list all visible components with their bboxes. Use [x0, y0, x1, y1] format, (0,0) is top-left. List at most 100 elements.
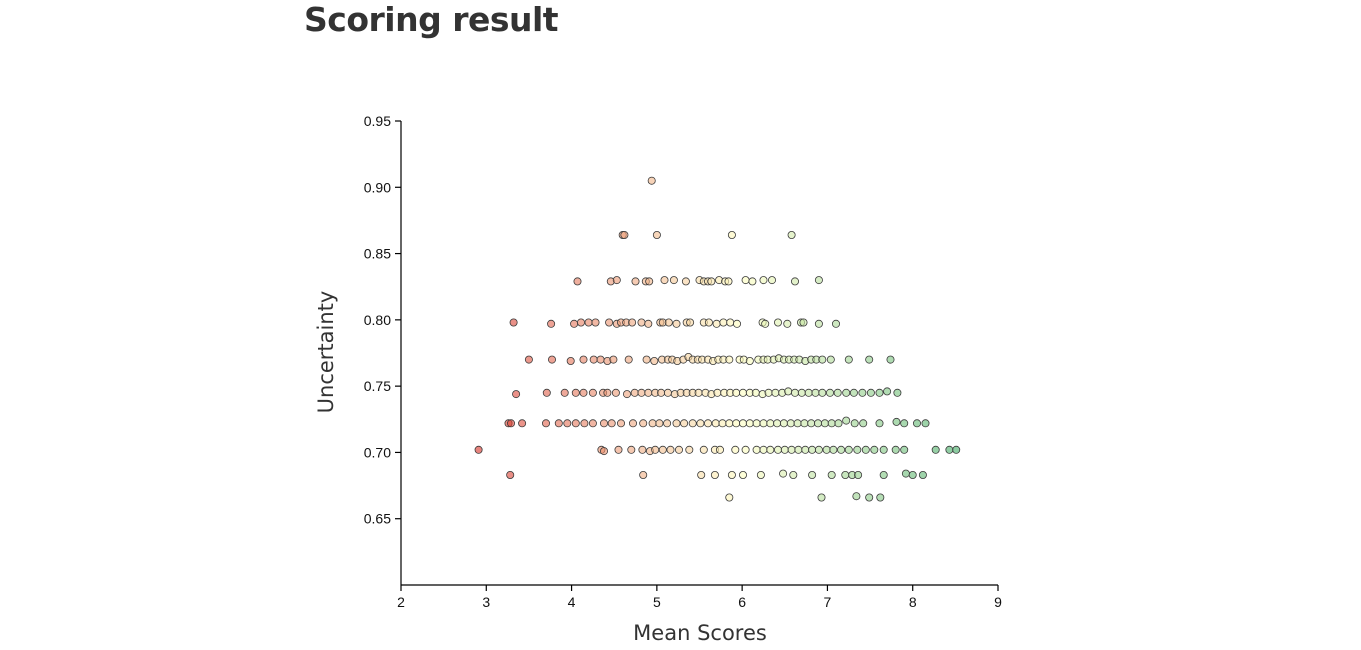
scatter-point	[642, 355, 651, 364]
scatter-point	[900, 419, 909, 428]
scatter-point	[570, 319, 579, 328]
scatter-point	[672, 419, 681, 428]
scatter-point	[644, 388, 653, 397]
scatter-point	[612, 276, 621, 285]
y-tick-label: 0.65	[364, 511, 391, 527]
scatter-point	[814, 445, 823, 454]
scatter-point	[614, 445, 623, 454]
scatter-point	[627, 445, 636, 454]
scatter-point	[739, 388, 748, 397]
scatter-point	[596, 355, 605, 364]
x-tick-label: 6	[738, 594, 746, 610]
scatter-point	[638, 445, 647, 454]
scatter-point	[875, 388, 884, 397]
scatter-point	[870, 445, 879, 454]
scatter-point	[842, 388, 851, 397]
scatter-point	[931, 445, 940, 454]
scatter-point	[739, 419, 748, 428]
scatter-point	[861, 445, 870, 454]
scatter-point	[658, 445, 667, 454]
scatter-point	[822, 445, 831, 454]
scatter-point	[600, 447, 609, 456]
y-tick-label: 0.80	[364, 312, 391, 328]
scatter-point	[699, 445, 708, 454]
scatter-point	[791, 277, 800, 286]
scatter-point	[696, 419, 705, 428]
scatter-point	[704, 318, 713, 327]
scatter-point	[875, 419, 884, 428]
scatter-point	[834, 419, 843, 428]
scatter-point	[833, 388, 842, 397]
scatter-point	[858, 388, 867, 397]
scatter-point	[817, 493, 826, 502]
scatter-point	[793, 419, 802, 428]
scatter-point	[814, 276, 823, 285]
x-tick-label: 7	[824, 594, 832, 610]
scatter-point	[761, 319, 770, 328]
scatter-point	[655, 419, 664, 428]
scatter-point	[666, 445, 675, 454]
scatter-point	[814, 319, 823, 328]
scatter-point	[733, 319, 742, 328]
scatter-point	[859, 419, 868, 428]
scatter-point	[837, 445, 846, 454]
scatter-point	[560, 388, 569, 397]
scatter-point	[853, 445, 862, 454]
x-axis-title: Mean Scores	[633, 621, 767, 645]
scatter-point	[826, 355, 835, 364]
scatter-point	[876, 493, 885, 502]
scatter-point	[629, 419, 638, 428]
scatter-point	[892, 417, 901, 426]
y-axis-title: Uncertainty	[314, 291, 338, 414]
scatter-point	[542, 419, 551, 428]
scatter-point	[901, 469, 910, 478]
scatter-point	[731, 445, 740, 454]
scatter-point	[725, 493, 734, 502]
scatter-point	[573, 277, 582, 286]
scatter-point	[547, 319, 556, 328]
scatter-point	[579, 388, 588, 397]
scatter-point	[609, 355, 618, 364]
scatter-point	[580, 419, 589, 428]
scatter-point	[804, 388, 813, 397]
scatter-point	[694, 388, 703, 397]
scatter-point	[727, 230, 736, 239]
x-tick-label: 4	[568, 594, 576, 610]
y-tick-label: 0.75	[364, 378, 391, 394]
scatter-point	[827, 419, 836, 428]
scatter-point	[542, 388, 551, 397]
scatter-point	[752, 445, 761, 454]
scatter-point	[710, 470, 719, 479]
scatter-point	[741, 445, 750, 454]
scatter-point	[854, 470, 863, 479]
scatter-point	[913, 419, 922, 428]
x-tick-label: 9	[994, 594, 1002, 610]
scatter-point	[800, 419, 809, 428]
scatter-point	[779, 419, 788, 428]
scatter-point	[787, 230, 796, 239]
scatter-point	[794, 445, 803, 454]
scatter-point	[474, 445, 483, 454]
scatter-point	[849, 388, 858, 397]
scatter-point	[637, 388, 646, 397]
scatter-point	[745, 356, 754, 365]
scatter-point	[774, 445, 783, 454]
scatter-point	[811, 388, 820, 397]
scatter-point	[584, 318, 593, 327]
y-tick-label: 0.85	[364, 246, 391, 262]
scatter-point	[647, 176, 656, 185]
scatter-point	[548, 355, 557, 364]
scatter-point	[648, 419, 657, 428]
scatter-point	[719, 318, 728, 327]
scatter-point	[808, 445, 817, 454]
scatter-point	[829, 445, 838, 454]
x-tick-label: 5	[653, 594, 661, 610]
scatter-point	[623, 390, 632, 399]
scatter-point	[751, 388, 760, 397]
scatter-point	[945, 445, 954, 454]
scatter-point	[577, 318, 586, 327]
scatter-point	[571, 419, 580, 428]
scatter-point	[732, 388, 741, 397]
scatter-point	[686, 318, 695, 327]
scatter-point	[801, 445, 810, 454]
